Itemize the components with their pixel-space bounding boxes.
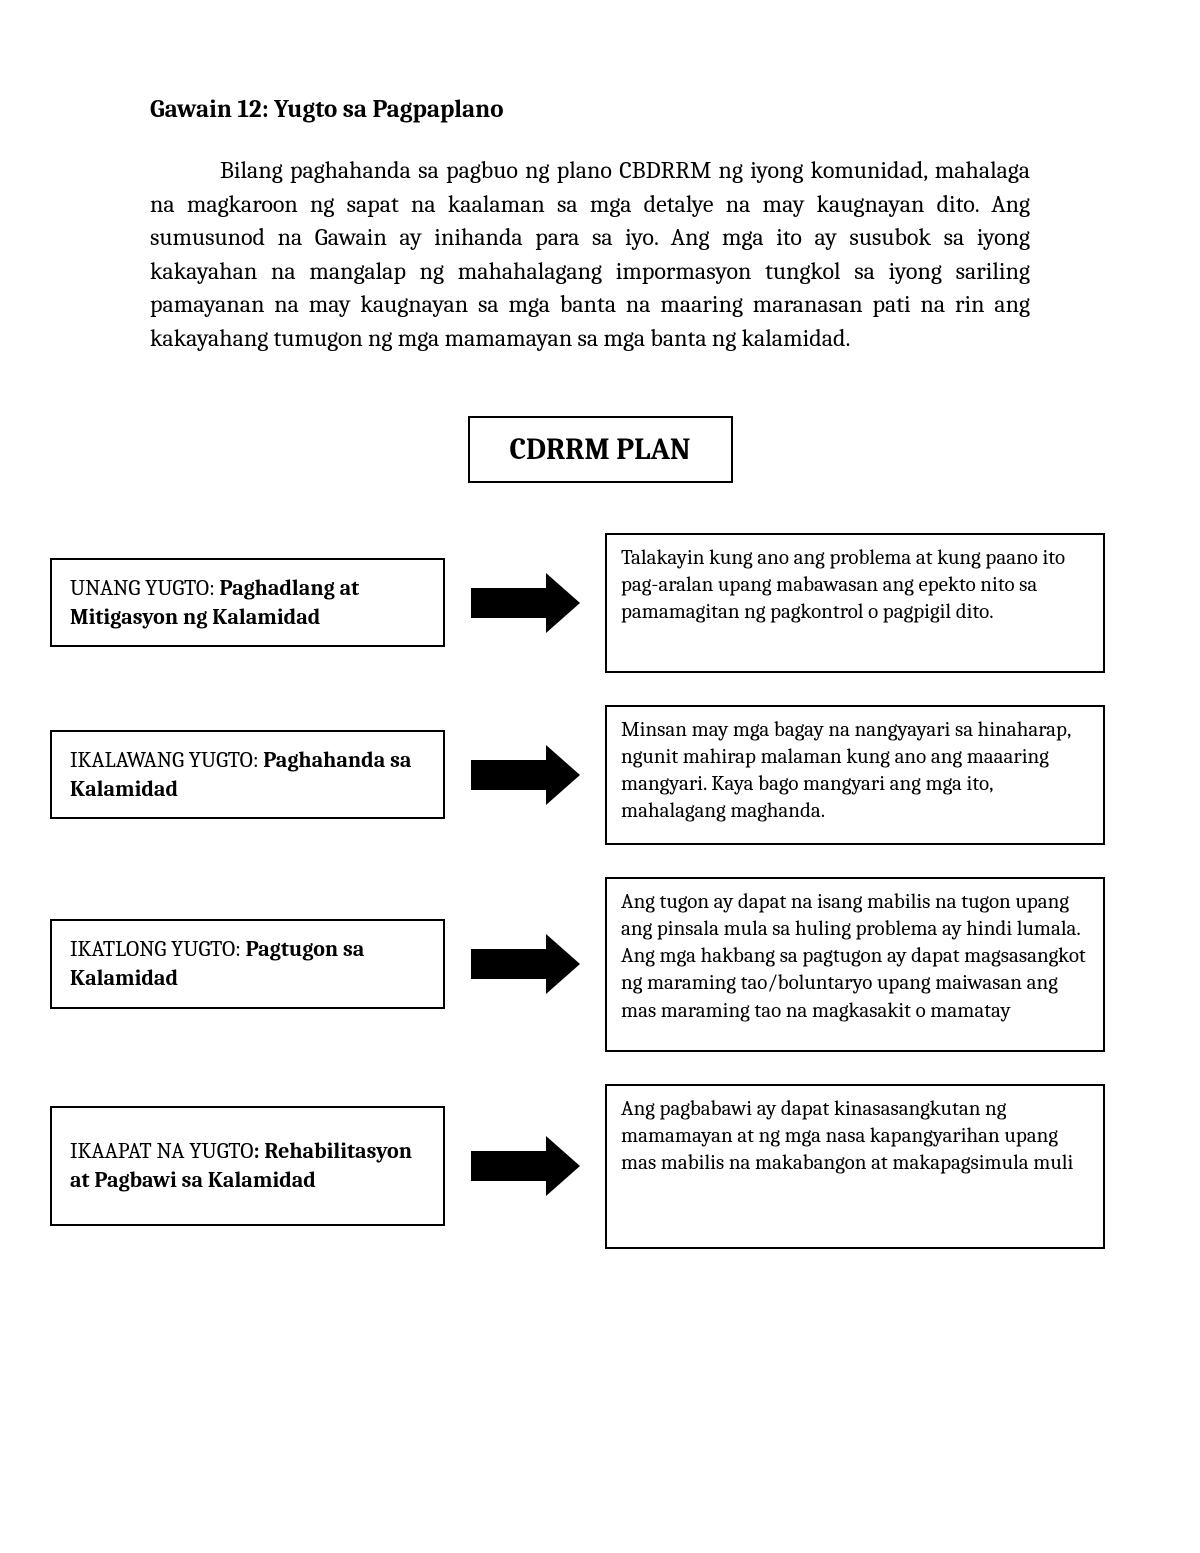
stage-description-4: Ang pagbabawi ay dapat kinasasangkutan n… — [605, 1084, 1105, 1249]
stage-row-4: IKAAPAT NA YUGTO: Rehabilitasyon at Pagb… — [50, 1084, 1150, 1249]
stage-left-box-2: IKALAWANG YUGTO: Paghahanda sa Kalamidad — [50, 730, 445, 819]
stage-label-1: UNANG YUGTO: — [70, 575, 220, 601]
arrow-icon — [471, 1136, 580, 1196]
plan-title-box: CDRRM PLAN — [468, 416, 733, 483]
stage-row-1: UNANG YUGTO: Paghadlang at Mitigasyon ng… — [50, 533, 1150, 673]
stage-description-1: Talakayin kung ano ang problema at kung … — [605, 533, 1105, 673]
arrow-container-1 — [445, 573, 605, 633]
stage-description-2: Minsan may mga bagay na nangyayari sa hi… — [605, 705, 1105, 845]
arrow-container-2 — [445, 745, 605, 805]
plan-title-container: CDRRM PLAN — [50, 416, 1150, 483]
arrow-container-4 — [445, 1136, 605, 1196]
stage-label-4: IKAAPAT NA YUGTO — [70, 1138, 253, 1164]
intro-paragraph: Bilang paghahanda sa pagbuo ng plano CBD… — [150, 154, 1030, 356]
arrow-icon — [471, 934, 580, 994]
arrow-container-3 — [445, 934, 605, 994]
page-title: Gawain 12: Yugto sa Pagpaplano — [150, 95, 1030, 124]
stage-row-2: IKALAWANG YUGTO: Paghahanda sa Kalamidad… — [50, 705, 1150, 845]
stage-label-3: IKATLONG YUGTO: — [70, 936, 246, 962]
stage-left-box-1: UNANG YUGTO: Paghadlang at Mitigasyon ng… — [50, 558, 445, 647]
arrow-icon — [471, 573, 580, 633]
stage-left-box-4: IKAAPAT NA YUGTO: Rehabilitasyon at Pagb… — [50, 1106, 445, 1226]
stage-left-box-3: IKATLONG YUGTO: Pagtugon sa Kalamidad — [50, 919, 445, 1008]
stage-row-3: IKATLONG YUGTO: Pagtugon sa Kalamidad An… — [50, 877, 1150, 1052]
stage-colon-4: : — [253, 1138, 264, 1164]
stage-description-3: Ang tugon ay dapat na isang mabilis na t… — [605, 877, 1105, 1052]
arrow-icon — [471, 745, 580, 805]
stage-label-2: IKALAWANG YUGTO: — [70, 747, 263, 773]
